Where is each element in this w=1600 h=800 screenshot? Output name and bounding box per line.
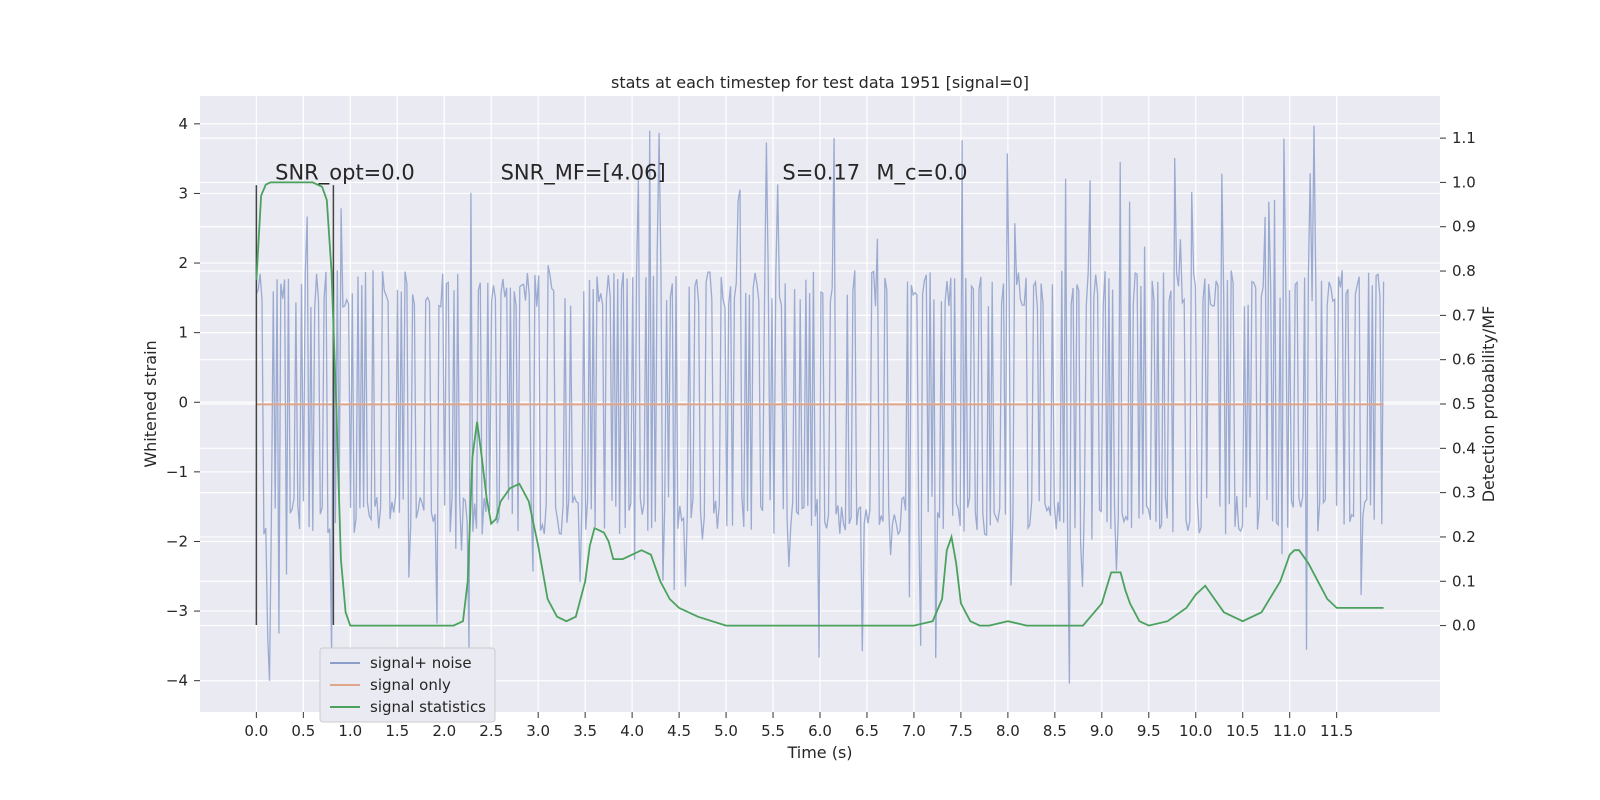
x-tick-label: 11.0 [1273,722,1306,740]
y-axis-left-ticks: −4 −3 −2 −1 0 1 2 3 4 [166,115,200,690]
y-right-tick-label: 1.1 [1452,129,1476,147]
y-right-tick-label: 0.1 [1452,572,1476,590]
y-axis-right-ticks: 0.0 0.1 0.2 0.3 0.4 0.5 0.6 0.7 0.8 0.9 1.0 1.1 [1440,129,1476,635]
annotation-text: SNR_opt=0.0 [275,161,415,186]
y-right-tick-label: 1.0 [1452,173,1476,191]
x-tick-label: 2.0 [432,722,456,740]
x-tick-label: 8.0 [996,722,1020,740]
y-left-tick-label: 2 [178,254,188,272]
signal-noise-series [255,125,1385,684]
x-tick-label: 9.0 [1090,722,1114,740]
y-axis-left-label: Whitened strain [141,340,160,467]
legend-label-signal-noise: signal+ noise [370,654,472,672]
x-tick-label: 0.5 [291,722,315,740]
y-axis-right-label: Detection probability/MF [1479,306,1498,503]
x-axis-label: Time (s) [786,743,852,762]
x-tick-label: 7.5 [949,722,973,740]
signal-statistics-line [255,181,1384,627]
x-tick-label: 1.5 [385,722,409,740]
y-left-tick-label: 1 [178,324,188,342]
x-tick-label: 3.5 [573,722,597,740]
x-tick-label: 8.5 [1043,722,1067,740]
signal-noise-line [255,125,1385,684]
legend-box [319,647,496,723]
x-tick-label: 0.0 [244,722,268,740]
y-right-tick-label: 0.7 [1452,306,1476,324]
x-tick-label: 9.5 [1137,722,1161,740]
annotation-text: S=0.17 [782,161,860,185]
chart-title: stats at each timestep for test data 195… [611,73,1029,92]
y-left-tick-label: 4 [178,115,188,133]
signal-statistics-series [255,181,1384,627]
y-right-tick-label: 0.4 [1452,439,1476,457]
y-right-tick-label: 0.6 [1452,351,1476,369]
y-right-tick-label: 0.5 [1452,395,1476,413]
annotation-text: M_c=0.0 [876,161,967,186]
x-tick-label: 1.0 [338,722,362,740]
y-left-tick-label: 3 [178,184,188,202]
legend-label-signal-only: signal only [370,676,451,694]
x-tick-label: 6.5 [855,722,879,740]
x-tick-label: 10.5 [1226,722,1259,740]
legend-label-signal-statistics: signal statistics [370,698,486,716]
annotation-text: SNR_MF=[4.06] [501,161,666,186]
x-tick-label: 4.0 [620,722,644,740]
window-markers [255,185,335,625]
y-left-tick-label: −4 [166,672,188,690]
x-axis-ticks: 0.0 0.5 1.0 1.5 2.0 2.5 3.0 3.5 4.0 4.5 5.0 5.5 6.0 6… [244,712,1353,740]
y-left-tick-label: −2 [166,532,188,550]
x-tick-label: 6.0 [808,722,832,740]
y-right-tick-label: 0.3 [1452,484,1476,502]
annotations: SNR_opt=0.0 SNR_MF=[4.06] S=0.17 M_c=0.0 [275,161,967,186]
y-right-tick-label: 0.2 [1452,528,1476,546]
x-tick-label: 3.0 [526,722,550,740]
legend: signal+ noise signal only signal statist… [319,647,496,723]
y-right-tick-label: 0.8 [1452,262,1476,280]
x-tick-label: 4.5 [667,722,691,740]
y-left-tick-label: 0 [178,393,188,411]
x-tick-label: 2.5 [479,722,503,740]
x-tick-label: 5.0 [714,722,738,740]
y-left-tick-label: −1 [166,463,188,481]
y-left-tick-label: −3 [166,602,188,620]
x-tick-label: 10.0 [1179,722,1212,740]
x-tick-label: 7.0 [902,722,926,740]
x-tick-label: 11.5 [1320,722,1353,740]
x-tick-label: 5.5 [761,722,785,740]
y-right-tick-label: 0.9 [1452,218,1476,236]
y-right-tick-label: 0.0 [1452,617,1476,635]
